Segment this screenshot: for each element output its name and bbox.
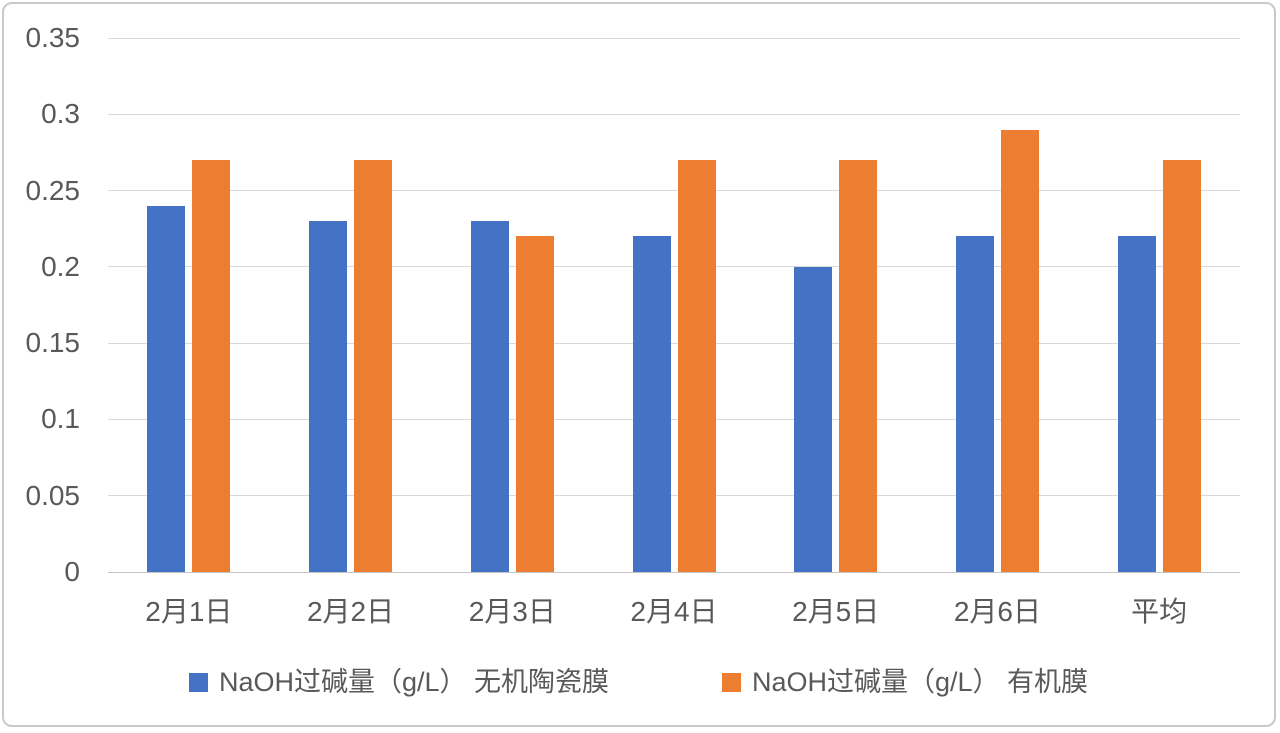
legend-label-inorganic-ceramic-membrane: NaOH过碱量（g/L） 无机陶瓷膜	[219, 667, 610, 697]
bar-series-1-2月3日	[515, 236, 554, 572]
x-axis-baseline	[108, 571, 1240, 573]
y-tick-label: 0.25	[25, 174, 81, 206]
bar-series-0-2月6日	[955, 236, 994, 572]
bar-series-1-2月2日	[354, 160, 393, 572]
bar-series-0-2月2日	[309, 221, 348, 572]
gridline	[108, 190, 1240, 192]
y-tick-label: 0.1	[41, 403, 80, 435]
x-category-label: 平均	[1131, 596, 1188, 627]
bar-series-0-2月3日	[470, 221, 509, 572]
bar-series-1-2月6日	[1000, 129, 1039, 572]
x-category-label: 2月2日	[306, 596, 395, 627]
x-category-label: 2月3日	[468, 596, 556, 627]
gridline	[108, 113, 1240, 115]
y-tick-label: 0	[64, 556, 80, 587]
x-category-label: 2月5日	[792, 596, 880, 627]
legend-item-inorganic-ceramic-membrane: NaOH过碱量（g/L） 无机陶瓷膜	[189, 666, 609, 698]
gridline	[108, 342, 1240, 344]
bar-series-0-2月5日	[794, 266, 833, 572]
bar-series-0-平均	[1117, 236, 1156, 572]
legend-swatch-blue-square-icon	[189, 672, 208, 692]
legend-item-organic-membrane: NaOH过碱量（g/L） 有机膜	[722, 666, 1088, 698]
bar-series-0-2月4日	[632, 236, 671, 572]
y-tick-label: 0.05	[25, 479, 81, 511]
x-category-label: 2月6日	[953, 596, 1041, 627]
x-category-label: 2月4日	[630, 596, 718, 627]
bar-series-1-2月5日	[839, 160, 878, 572]
bar-series-0-2月1日	[147, 205, 186, 572]
bar-series-1-平均	[1162, 160, 1201, 572]
y-tick-label: 0.35	[25, 22, 81, 53]
plot-area	[108, 37, 1240, 573]
legend-label-organic-membrane: NaOH过碱量（g/L） 有机膜	[752, 667, 1089, 697]
y-tick-label: 0.15	[25, 327, 81, 359]
gridline	[108, 495, 1240, 497]
y-tick-label: 0.3	[41, 98, 80, 130]
gridline	[108, 266, 1240, 268]
bar-series-1-2月1日	[192, 160, 231, 572]
gridline	[108, 37, 1240, 39]
x-category-label: 2月1日	[145, 596, 233, 627]
bar-series-1-2月4日	[677, 160, 716, 572]
gridline	[108, 418, 1240, 420]
y-tick-label: 0.2	[41, 250, 80, 282]
legend-swatch-orange-square-icon	[722, 672, 741, 692]
